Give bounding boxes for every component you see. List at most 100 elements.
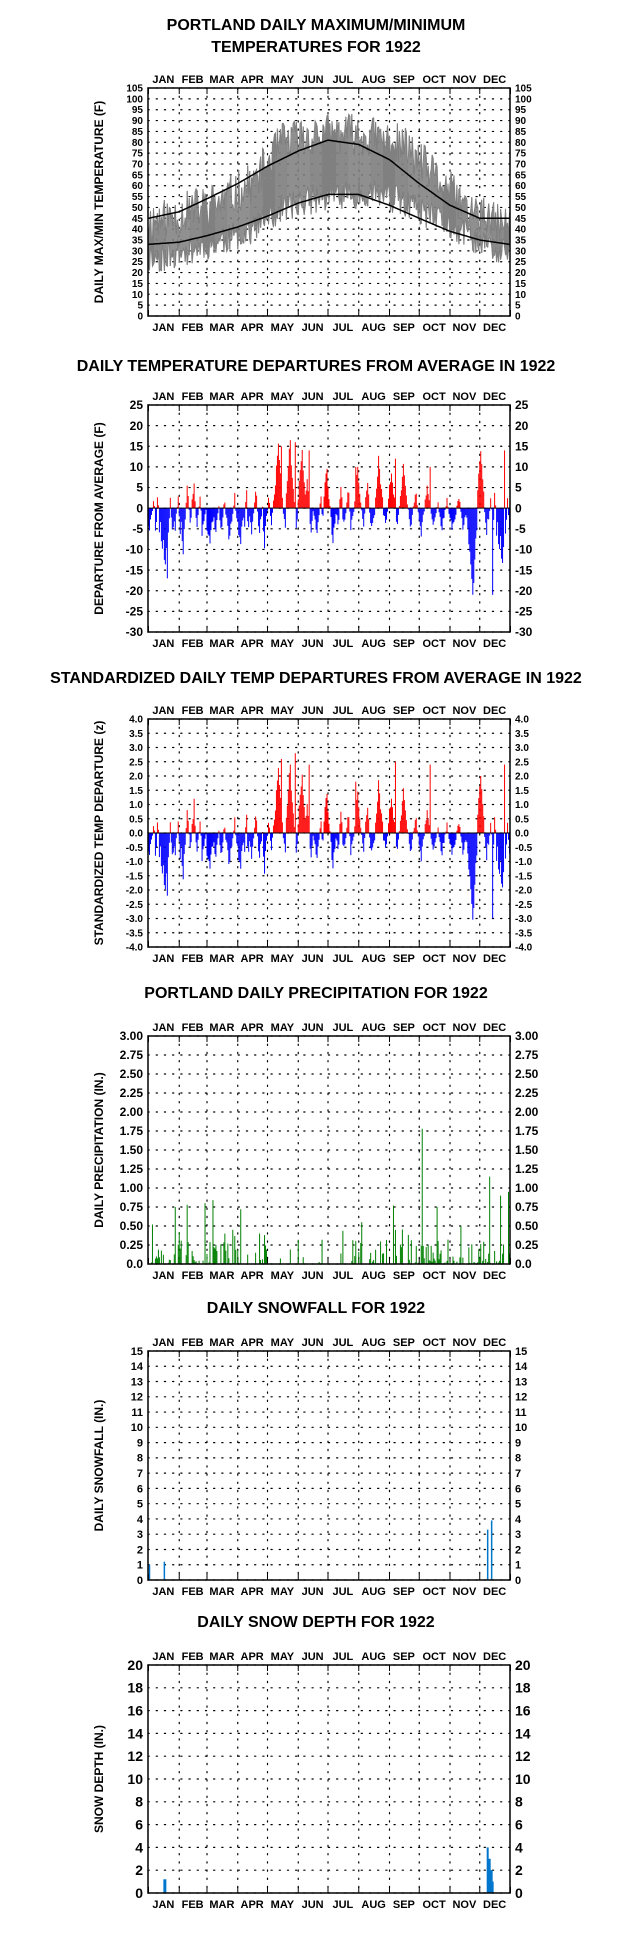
month-label-top: MAY — [271, 74, 295, 86]
month-label-top: MAR — [209, 74, 234, 86]
month-label-bottom: DEC — [483, 1586, 506, 1598]
y-tick-label-right: 2.5 — [515, 757, 529, 768]
month-label-bottom: JUN — [302, 1586, 324, 1598]
y-tick-label-left: 0.50 — [120, 1219, 144, 1233]
y-tick-label-right: 105 — [515, 84, 532, 95]
month-label-top: NOV — [452, 1337, 477, 1349]
y-tick-label-right: 9 — [515, 1437, 521, 1449]
y-tick-label-left: 10 — [131, 1422, 143, 1434]
y-tick-label-right: 5 — [515, 481, 522, 495]
normal-high-line — [148, 139, 510, 220]
y-tick-label-right: 80 — [515, 138, 527, 149]
y-tick-label-left: 0.0 — [126, 1257, 143, 1271]
month-label-bottom: JAN — [152, 1270, 174, 1282]
y-tick-label-right: 4 — [515, 1514, 522, 1526]
y-tick-label-right: 30 — [515, 246, 527, 257]
month-label-bottom: JUL — [332, 1586, 353, 1598]
y-tick-label-right: 11 — [515, 1407, 527, 1419]
chart-title: DAILY SNOW DEPTH FOR 1922 — [197, 1614, 434, 1631]
month-label-top: JAN — [152, 705, 174, 717]
y-tick-label-right: 3 — [515, 1529, 521, 1541]
month-label-top: MAR — [209, 1022, 234, 1034]
month-label-top: DEC — [483, 391, 506, 403]
month-label-bottom: SEP — [393, 638, 415, 650]
month-label-bottom: OCT — [423, 1899, 447, 1911]
y-tick-label-right: 15 — [515, 1346, 527, 1358]
y-tick-label-right: 2.75 — [515, 1048, 539, 1062]
y-tick-label-left: 16 — [127, 1703, 143, 1719]
month-label-bottom: DEC — [483, 322, 506, 334]
y-tick-label-right: 1.25 — [515, 1162, 539, 1176]
y-tick-label-left: 2.75 — [120, 1048, 144, 1062]
month-label-bottom: FEB — [182, 322, 204, 334]
month-label-bottom: OCT — [423, 1270, 447, 1282]
month-label-top: JUN — [302, 391, 324, 403]
month-label-bottom: SEP — [393, 1270, 415, 1282]
y-tick-label-left: 0.0 — [129, 829, 143, 840]
y-tick-label-right: 2.25 — [515, 1086, 539, 1100]
month-label-top: FEB — [182, 1337, 204, 1349]
month-label-top: SEP — [393, 1651, 415, 1663]
y-tick-label-left: 5 — [137, 1499, 143, 1511]
month-label-top: DEC — [483, 1337, 506, 1349]
y-tick-label-right: 10 — [515, 1771, 531, 1787]
month-label-bottom: APR — [241, 1899, 264, 1911]
y-tick-label-left: 1.75 — [120, 1124, 144, 1138]
y-tick-label-left: 3 — [137, 1529, 143, 1541]
month-label-top: FEB — [182, 1022, 204, 1034]
month-label-bottom: NOV — [452, 322, 477, 334]
month-label-top: MAR — [209, 705, 234, 717]
month-label-bottom: AUG — [361, 638, 385, 650]
y-tick-label-right: 13 — [515, 1376, 527, 1388]
y-axis-label: SNOW DEPTH (IN.) — [92, 1725, 106, 1833]
y-tick-label-right: -5 — [515, 522, 526, 536]
month-label-bottom: JAN — [152, 953, 174, 965]
month-label-bottom: JAN — [152, 1899, 174, 1911]
y-tick-label-right: 8 — [515, 1453, 521, 1465]
month-label-top: AUG — [361, 1651, 385, 1663]
month-label-top: SEP — [393, 391, 415, 403]
y-tick-label-left: 15 — [131, 1346, 143, 1358]
month-label-bottom: JUL — [332, 638, 353, 650]
y-tick-label-left: -4.0 — [126, 943, 144, 954]
y-tick-label-right: 85 — [515, 127, 527, 138]
y-tick-label-left: 105 — [126, 84, 143, 95]
y-tick-label-left: 1.0 — [129, 800, 143, 811]
y-tick-label-right: 2.50 — [515, 1067, 539, 1081]
month-label-bottom: JUN — [302, 953, 324, 965]
y-tick-label-right: 5 — [515, 1499, 521, 1511]
chart-title: PORTLAND DAILY MAXIMUM/MINIMUM — [167, 17, 466, 34]
y-tick-label-right: -4.0 — [515, 943, 533, 954]
y-tick-label-right: 6 — [515, 1817, 523, 1833]
month-label-bottom: DEC — [483, 1899, 506, 1911]
y-tick-label-right: 16 — [515, 1703, 531, 1719]
plot-frame — [147, 1350, 511, 1581]
y-tick-label-left: 55 — [132, 192, 144, 203]
y-tick-label-left: 100 — [126, 94, 143, 105]
month-label-bottom: SEP — [393, 1586, 415, 1598]
y-tick-label-left: 25 — [130, 398, 144, 412]
month-label-top: JUL — [332, 1022, 353, 1034]
month-label-bottom: DEC — [483, 638, 506, 650]
y-tick-label-right: 1.00 — [515, 1181, 539, 1195]
y-tick-label-left: 50 — [132, 203, 144, 214]
month-label-top: NOV — [452, 705, 477, 717]
plot-frame — [147, 718, 511, 948]
y-tick-label-right: 40 — [515, 225, 527, 236]
month-label-top: SEP — [393, 705, 415, 717]
y-tick-label-left: -1.0 — [126, 857, 144, 868]
y-tick-label-right: 35 — [515, 236, 527, 247]
month-label-top: OCT — [423, 1022, 447, 1034]
month-label-top: APR — [241, 391, 264, 403]
y-tick-label-right: 75 — [515, 149, 527, 160]
y-tick-label-left: -5 — [132, 522, 143, 536]
y-tick-label-left: 1.50 — [120, 1143, 144, 1157]
month-label-top: SEP — [393, 74, 415, 86]
plot-frame — [147, 404, 511, 633]
chart-daily-snowfall: DAILY SNOWFALL FOR 1922 JAN JAN FEB FEB MAR MA… — [92, 1300, 528, 1598]
y-tick-label-right: 4.0 — [515, 715, 529, 726]
y-tick-label-right: -15 — [515, 563, 533, 577]
y-tick-label-left: 2.00 — [120, 1105, 144, 1119]
month-label-top: AUG — [361, 705, 385, 717]
month-label-top: FEB — [182, 705, 204, 717]
